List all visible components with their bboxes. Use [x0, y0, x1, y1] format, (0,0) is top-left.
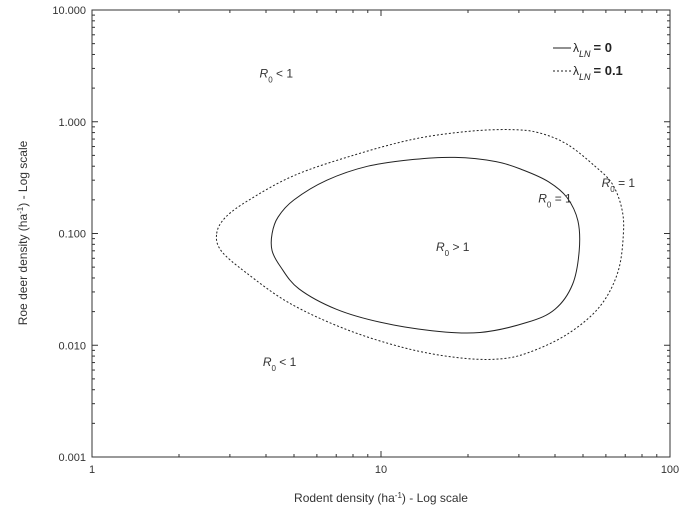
legend-label-lambda-01-sub: LN	[579, 72, 591, 82]
tick-marks: 1 10 100 10.000 1.000 0.100 0.010 0.001	[52, 5, 679, 476]
region-label-rel: < 1	[273, 66, 294, 80]
region-label-sub: 0	[610, 185, 615, 194]
region-label-sub: 0	[445, 248, 450, 257]
x-tick-label: 10	[375, 464, 387, 476]
region-label-base: R	[602, 176, 611, 190]
region-label-sub: 0	[547, 200, 552, 209]
y-tick-label: 0.100	[58, 229, 86, 241]
y-tick-label: 1.000	[58, 117, 86, 129]
region-label: R0 = 1	[538, 191, 572, 209]
y-tick-label: 0.010	[58, 340, 86, 352]
region-label-rel: = 1	[551, 191, 572, 205]
region-label-base: R	[436, 240, 445, 254]
svg-text:λLN= 0.1: λLN = 0.1	[573, 63, 623, 82]
region-labels: R0 < 1R0 = 1R0 = 1R0 > 1R0 < 1	[260, 66, 636, 372]
region-label-rel: = 1	[615, 176, 636, 190]
legend-label-lambda-0-symbol: λ	[573, 41, 579, 55]
region-label-base: R	[538, 191, 547, 205]
legend-label-lambda-0-sub: LN	[579, 49, 591, 59]
legend-label-lambda-01-value: = 0.1	[594, 63, 623, 78]
region-label: R0 < 1	[260, 66, 294, 84]
svg-text:λLN= 0: λLN = 0	[573, 40, 612, 59]
legend-label-lambda-0-value: = 0	[594, 40, 612, 55]
y-axis-title: Roe deer density (ha-1) - Log scale	[16, 140, 31, 325]
series-curve-lambda-01	[215, 129, 625, 360]
x-tick-label: 1	[89, 464, 95, 476]
x-tick-label: 100	[661, 464, 679, 476]
region-label: R0 < 1	[263, 355, 297, 373]
x-axis-title: Rodent density (ha-1) - Log scale	[294, 491, 468, 506]
region-label: R0 = 1	[602, 176, 636, 194]
y-tick-label: 0.001	[58, 452, 86, 464]
legend: λLN = 0 λLN = 0.1	[553, 40, 623, 82]
region-label-base: R	[263, 355, 272, 369]
series-curve-lambda-0	[270, 156, 581, 334]
region-label-base: R	[260, 66, 269, 80]
y-tick-label: 10.000	[52, 5, 86, 17]
region-label-sub: 0	[268, 75, 273, 84]
legend-item-lambda-01: λLN = 0.1	[553, 63, 623, 82]
region-label-rel: < 1	[276, 355, 297, 369]
legend-item-lambda-0: λLN = 0	[553, 40, 612, 59]
series-layer	[215, 129, 625, 360]
region-label: R0 > 1	[436, 240, 470, 258]
region-label-sub: 0	[271, 364, 276, 373]
legend-label-lambda-01-symbol: λ	[573, 64, 579, 78]
region-label-rel: > 1	[449, 240, 470, 254]
